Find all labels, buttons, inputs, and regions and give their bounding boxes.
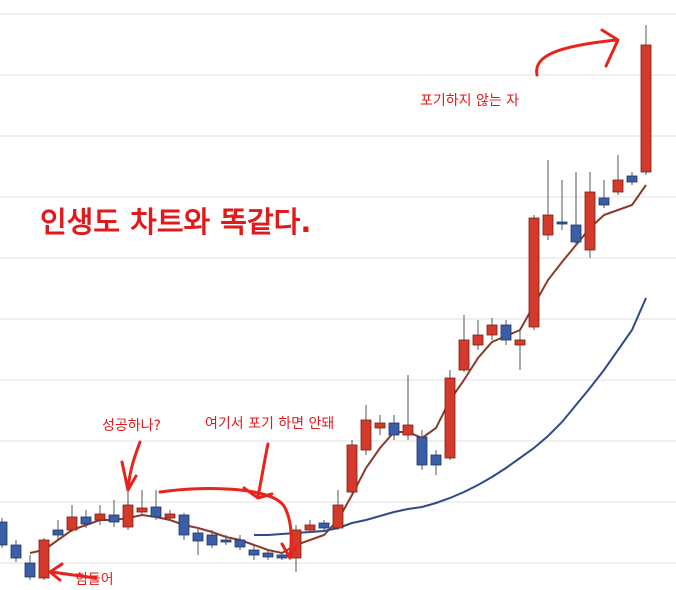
candle-body xyxy=(430,454,442,466)
candle-body xyxy=(10,544,22,559)
candle-body xyxy=(150,506,162,518)
annotation: 힘들어 xyxy=(75,572,114,588)
annotation: 성공하나? xyxy=(102,418,161,434)
candle-body xyxy=(584,191,596,251)
candle-body xyxy=(486,324,498,336)
candle-body xyxy=(500,324,512,341)
candle-body xyxy=(0,521,8,546)
arrow xyxy=(535,28,620,77)
candle-body xyxy=(94,513,106,521)
candle-body xyxy=(248,549,260,556)
candle-body xyxy=(542,214,554,236)
candle-body xyxy=(598,197,610,206)
candle-body xyxy=(458,339,470,371)
candle-body xyxy=(122,504,134,528)
candle-body xyxy=(640,44,652,173)
candle-body xyxy=(388,422,400,436)
candle-body xyxy=(178,514,190,536)
candle-body xyxy=(80,516,92,525)
candle-body xyxy=(360,419,372,451)
candle-body xyxy=(332,504,344,529)
candle-body xyxy=(346,444,358,493)
candle-body xyxy=(444,377,456,459)
candle-body xyxy=(472,334,484,346)
annotation: 여기서 포기 하면 안돼 xyxy=(205,416,334,432)
candle-body xyxy=(164,513,176,519)
candle-body xyxy=(514,339,526,346)
candle-body xyxy=(108,514,120,523)
candle-body xyxy=(24,562,36,578)
candle-body xyxy=(276,554,288,559)
candle-body xyxy=(262,552,274,558)
candle-body xyxy=(626,175,638,183)
candle-body xyxy=(556,221,568,225)
candle-body xyxy=(136,507,148,513)
candle-body xyxy=(374,422,386,429)
candle-body xyxy=(234,539,246,548)
annotation: 포기하지 않는 자 xyxy=(420,93,519,109)
candle-body xyxy=(52,529,64,536)
candle-body xyxy=(220,539,232,543)
moving-average xyxy=(254,297,647,536)
arrow xyxy=(120,440,142,492)
candle-body xyxy=(318,522,330,529)
arrow xyxy=(48,562,98,582)
candle-body xyxy=(416,436,428,466)
candle-body xyxy=(192,532,204,542)
candle-body xyxy=(38,539,50,579)
chart-title: 인생도 차트와 똑같다. xyxy=(40,205,311,239)
candle-body xyxy=(304,524,316,531)
candle-body xyxy=(206,534,218,546)
candle-body xyxy=(612,179,624,193)
candle-body xyxy=(66,516,78,531)
candle-body xyxy=(402,424,414,436)
arrow xyxy=(158,487,298,560)
candle-body xyxy=(570,224,582,243)
candle-body xyxy=(528,217,540,328)
